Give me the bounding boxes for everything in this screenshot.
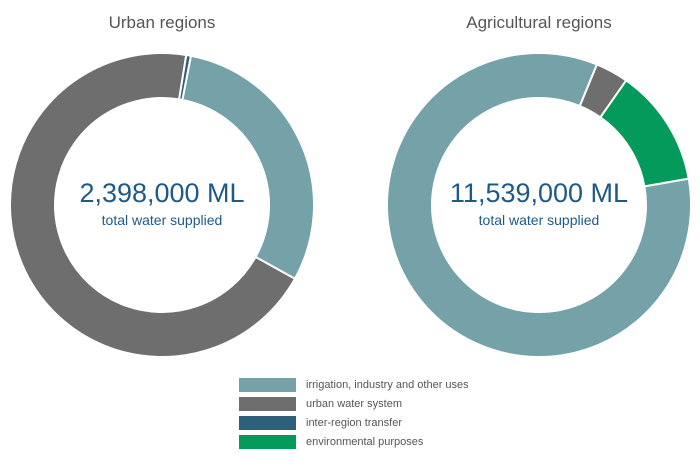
agricultural-total-value: 11,539,000 ML [450,178,628,208]
agricultural-regions-donut-chart: Agricultural regions 11,539,000 ML total… [386,13,692,358]
legend-item-irrigation: irrigation, industry and other uses [239,378,469,392]
urban-regions-donut-chart: Urban regions 2,398,000 ML total water s… [9,13,315,358]
urban-total-value: 2,398,000 ML [79,178,244,208]
agricultural-donut-slices [386,52,692,358]
legend-item-inter-region-transfer: inter-region transfer [239,416,469,430]
legend-item-urban-water-system: urban water system [239,397,469,411]
legend-label-environmental-purposes: environmental purposes [306,436,424,448]
legend-label-irrigation: irrigation, industry and other uses [306,379,469,391]
legend-item-environmental-purposes: environmental purposes [239,435,469,449]
chart-legend: irrigation, industry and other uses urba… [239,378,469,449]
agricultural-total-label: total water supplied [479,212,600,228]
legend-swatch-inter-region-transfer [239,416,296,430]
urban-chart-title: Urban regions [109,13,216,32]
slice-irrigation-industry-and-other-uses [386,52,692,358]
slice-environmental-purposes [598,79,690,188]
legend-swatch-urban-water-system [239,397,296,411]
legend-swatch-irrigation [239,378,296,392]
legend-label-urban-water-system: urban water system [306,398,402,410]
legend-swatch-environmental-purposes [239,435,296,449]
agricultural-chart-title: Agricultural regions [466,13,612,32]
urban-donut-slices [9,52,315,358]
slice-urban-water-system [9,52,297,358]
legend-label-inter-region-transfer: inter-region transfer [306,417,402,429]
urban-total-label: total water supplied [102,212,223,228]
slice-irrigation-industry-and-other-uses [181,54,315,281]
